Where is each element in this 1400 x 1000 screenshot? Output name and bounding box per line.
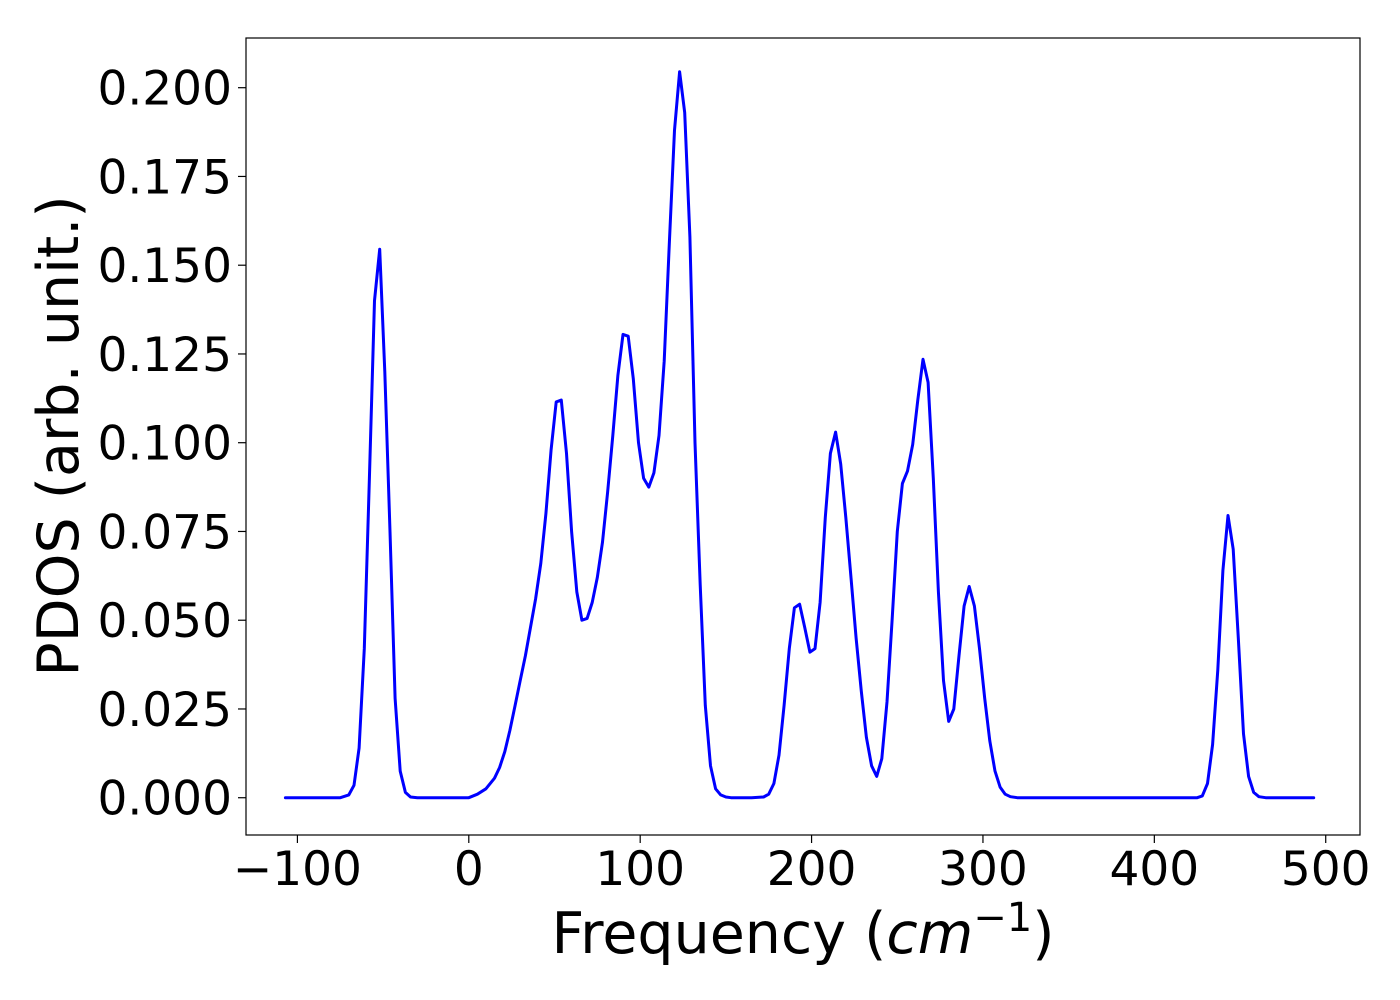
y-tick-label: 0.200 [97, 62, 232, 117]
y-tick-label: 0.025 [97, 683, 232, 738]
x-axis-label-prefix: Frequency ( [552, 901, 887, 967]
x-tick-label: 100 [595, 842, 685, 897]
y-tick-label: 0.125 [97, 328, 232, 383]
x-axis-label-exponent: −1 [973, 895, 1032, 941]
x-tick-label: 0 [454, 842, 484, 897]
x-axis-label-suffix: ) [1032, 901, 1054, 967]
x-tick-label: −100 [233, 842, 362, 897]
y-tick-label: 0.075 [97, 505, 232, 560]
y-tick-label: 0.050 [97, 594, 232, 649]
pdos-series-line [283, 70, 1316, 800]
x-tick-label: 500 [1281, 842, 1371, 897]
x-tick-label: 200 [767, 842, 857, 897]
x-axis-label: Frequency (cm−1) [552, 895, 1055, 967]
y-tick-label: 0.175 [97, 150, 232, 205]
x-tick-label: 300 [938, 842, 1028, 897]
y-tick-label: 0.000 [97, 772, 232, 827]
y-axis: 0.000 0.025 0.050 0.075 0.100 0.125 0.150 0.175… [97, 62, 246, 827]
x-axis-label-unit: cm [886, 901, 973, 967]
plot-area [245, 37, 1361, 836]
x-tick-label: 400 [1109, 842, 1199, 897]
y-tick-label: 0.100 [97, 417, 232, 472]
y-tick-label: 0.150 [97, 239, 232, 294]
x-axis: −100 0 100 200 300 400 500 [233, 835, 1371, 897]
y-axis-label: PDOS (arb. unit.) [26, 195, 92, 676]
